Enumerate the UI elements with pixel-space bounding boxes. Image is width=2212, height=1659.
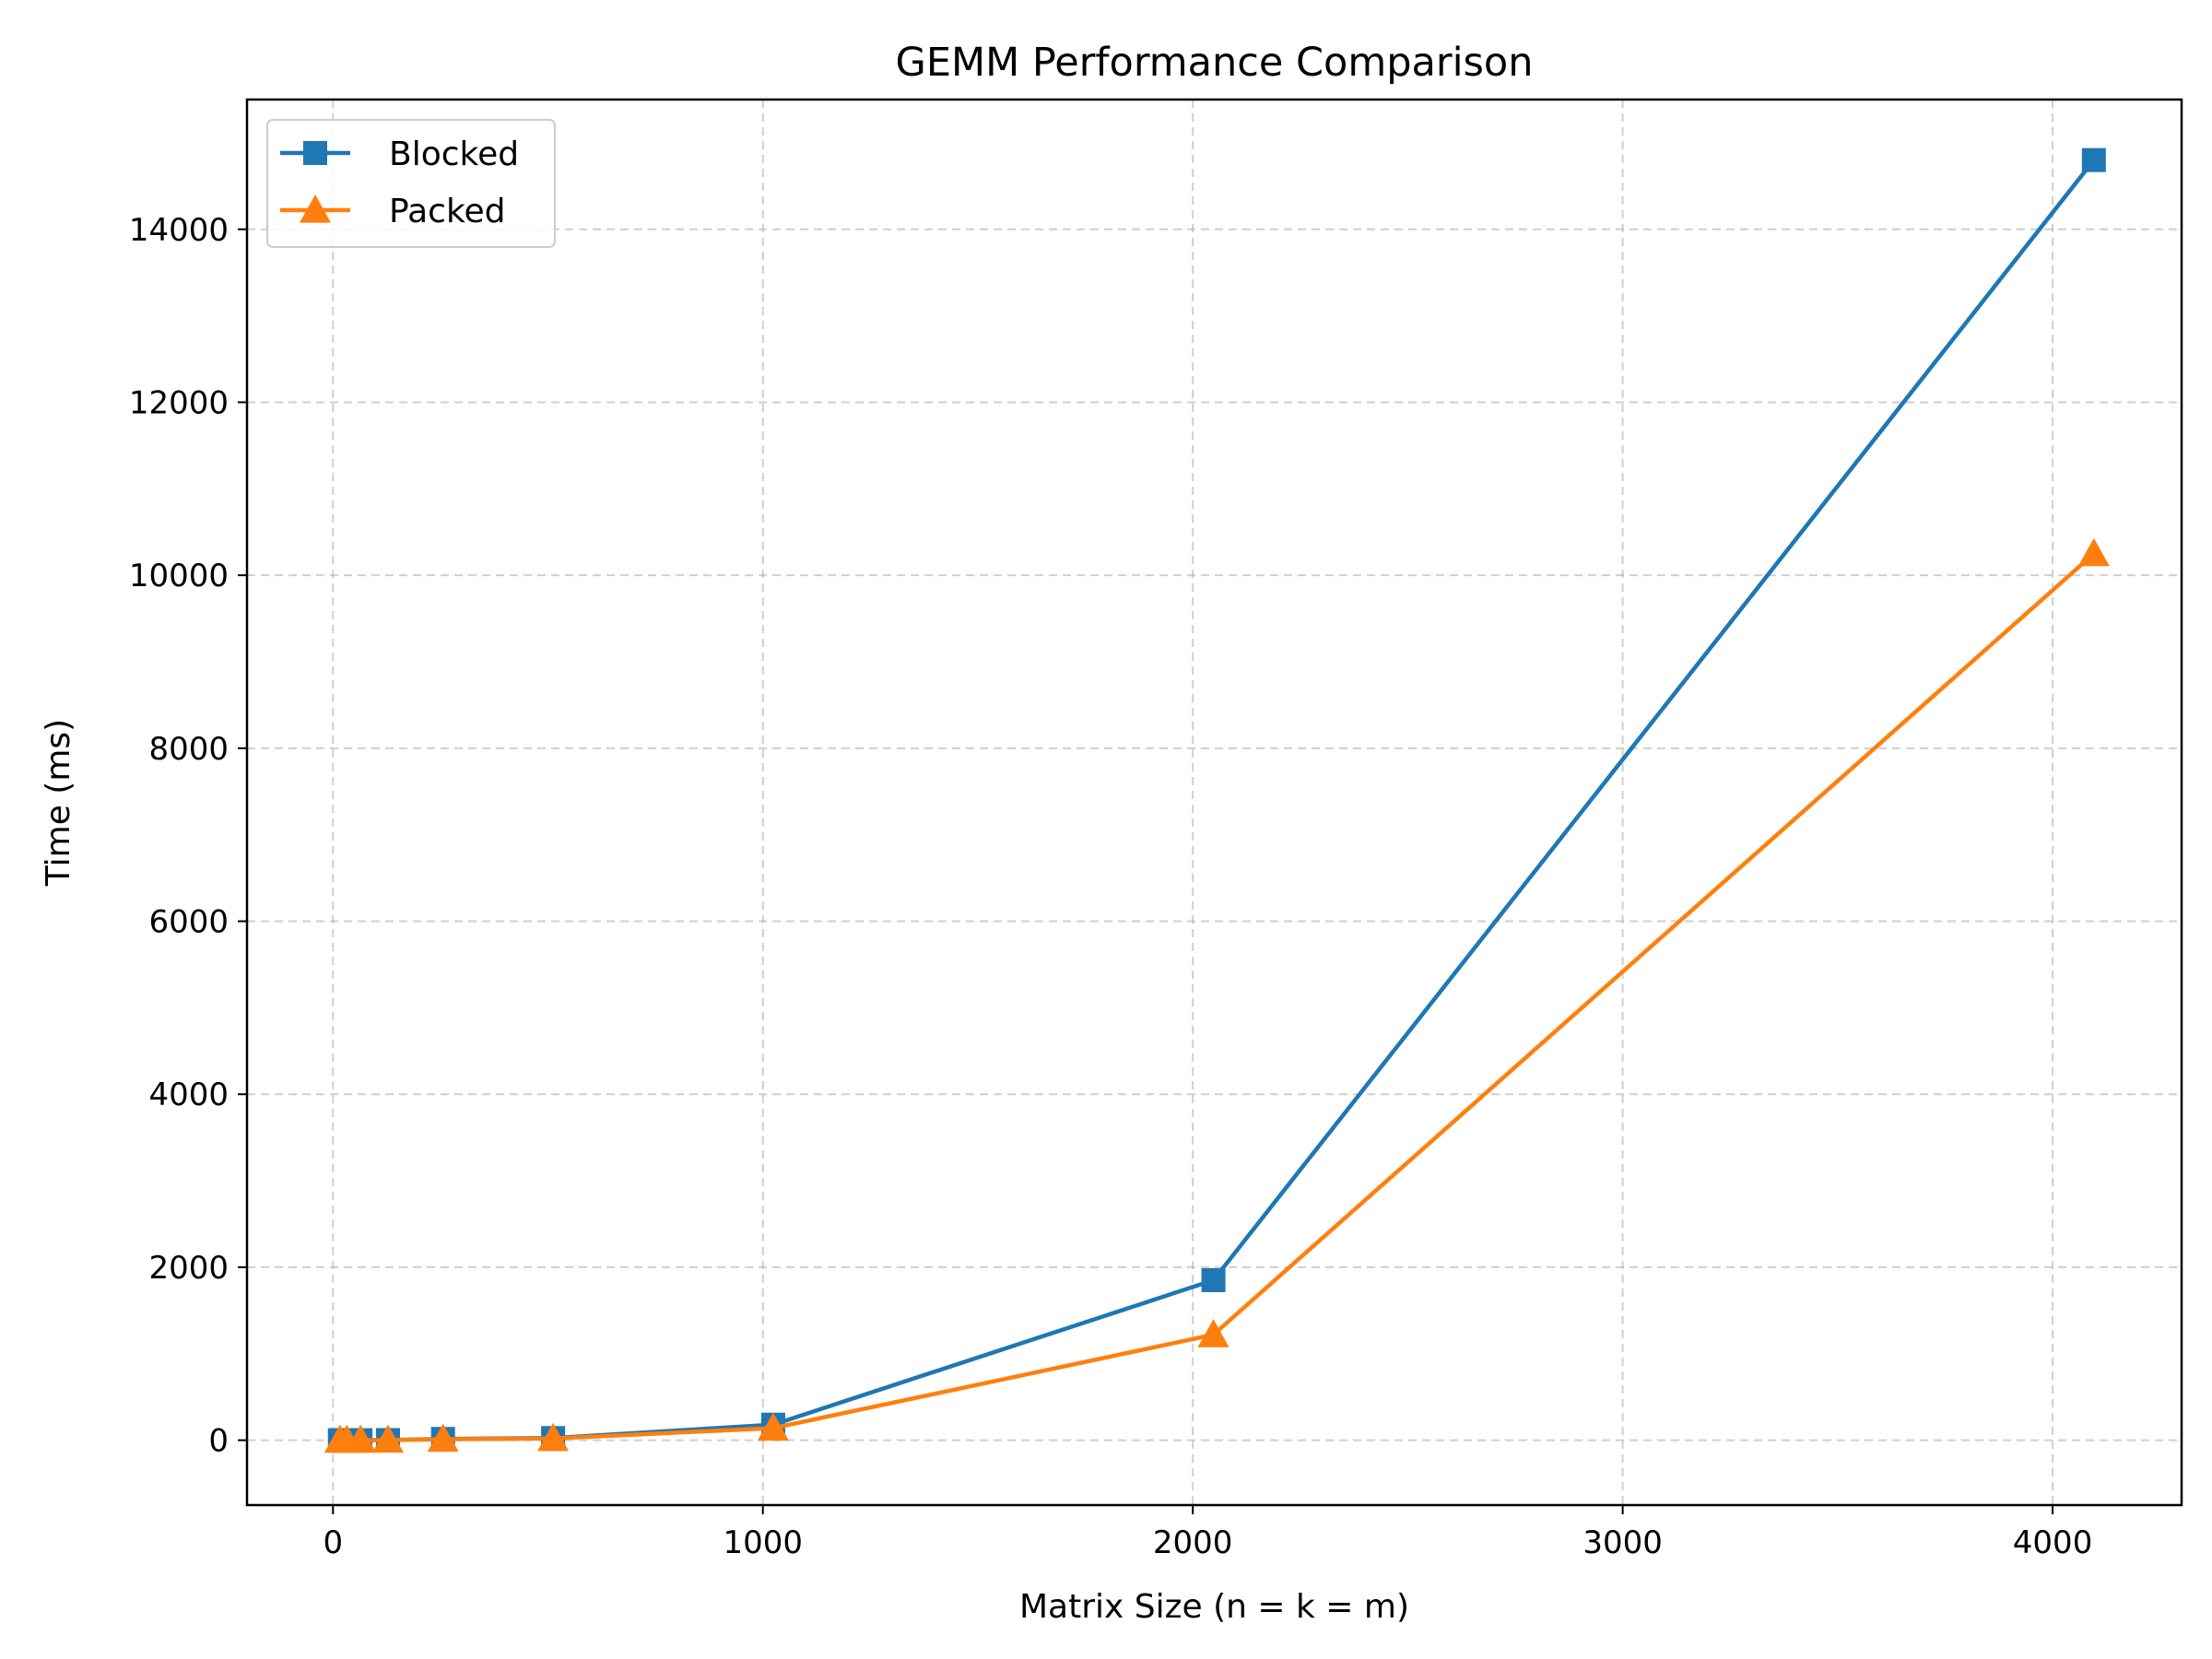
data-point-packed [345,1424,377,1453]
data-point-blocked [2081,147,2106,172]
legend-item-blocked: Blocked [280,135,519,173]
data-point-packed [427,1423,459,1453]
x-tick-label: 0 [323,1524,343,1561]
legend-items: Blocked Packed [280,135,519,230]
y-tick-label: 4000 [148,1077,229,1113]
legend-label-packed: Packed [389,193,506,230]
grid [247,100,2182,1505]
chart-title: GEMM Performance Comparison [896,40,1534,86]
data-point-packed [757,1412,789,1441]
x-tick-label: 4000 [2013,1524,2093,1561]
y-tick-label: 2000 [148,1250,229,1287]
data-point-packed [1197,1319,1230,1347]
legend-item-packed: Packed [280,193,506,230]
legend-marker-blocked [303,141,327,165]
data-point-packed [537,1422,570,1452]
x-tick-label: 2000 [1153,1524,1233,1561]
data-point-packed [371,1424,404,1453]
series-layer [324,147,2110,1453]
data-point-blocked [1201,1268,1226,1292]
data-point-packed [2077,537,2110,567]
y-tick-label: 10000 [129,558,229,594]
plot-frame [245,98,2183,1507]
legend: Blocked Packed [266,119,556,248]
y-tick-label: 0 [208,1423,229,1460]
x-tick-label: 3000 [1583,1524,1663,1561]
legend-label-blocked: Blocked [389,135,519,173]
y-tick-label: 6000 [148,904,229,941]
series-packed [324,537,2110,1453]
x-tick-label: 1000 [723,1524,803,1561]
y-tick-label: 8000 [148,731,229,768]
x-axis-label: Matrix Size (n = k = m) [1019,1588,1409,1626]
y-tick-label: 12000 [129,384,229,421]
ticks: 0 1000 2000 3000 4000 0 2000 4000 6000 8000 10000 1… [129,212,2093,1561]
y-tick-label: 14000 [129,212,229,249]
legend-marker-packed [300,194,331,223]
y-axis-label: Time (ms) [40,719,77,887]
